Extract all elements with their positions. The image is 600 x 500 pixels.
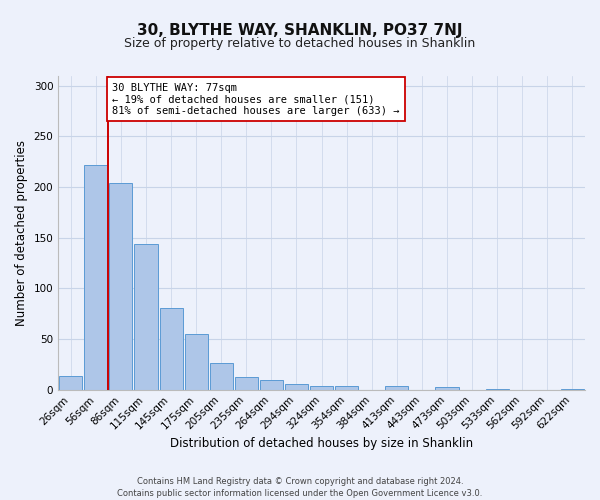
Bar: [310, 386, 333, 390]
Bar: [185, 334, 208, 390]
Bar: [209, 364, 233, 390]
Bar: [335, 386, 358, 390]
Bar: [134, 244, 158, 390]
Bar: [385, 386, 409, 390]
Bar: [84, 164, 107, 390]
Bar: [260, 380, 283, 390]
Bar: [561, 388, 584, 390]
Text: Contains HM Land Registry data © Crown copyright and database right 2024.
Contai: Contains HM Land Registry data © Crown c…: [118, 476, 482, 498]
Text: 30 BLYTHE WAY: 77sqm
← 19% of detached houses are smaller (151)
81% of semi-deta: 30 BLYTHE WAY: 77sqm ← 19% of detached h…: [112, 82, 400, 116]
Bar: [485, 388, 509, 390]
Text: 30, BLYTHE WAY, SHANKLIN, PO37 7NJ: 30, BLYTHE WAY, SHANKLIN, PO37 7NJ: [137, 22, 463, 38]
Y-axis label: Number of detached properties: Number of detached properties: [15, 140, 28, 326]
Bar: [285, 384, 308, 390]
Bar: [109, 183, 133, 390]
Bar: [59, 376, 82, 390]
Bar: [436, 386, 458, 390]
Text: Size of property relative to detached houses in Shanklin: Size of property relative to detached ho…: [124, 38, 476, 51]
Bar: [235, 376, 258, 390]
X-axis label: Distribution of detached houses by size in Shanklin: Distribution of detached houses by size …: [170, 437, 473, 450]
Bar: [160, 308, 182, 390]
